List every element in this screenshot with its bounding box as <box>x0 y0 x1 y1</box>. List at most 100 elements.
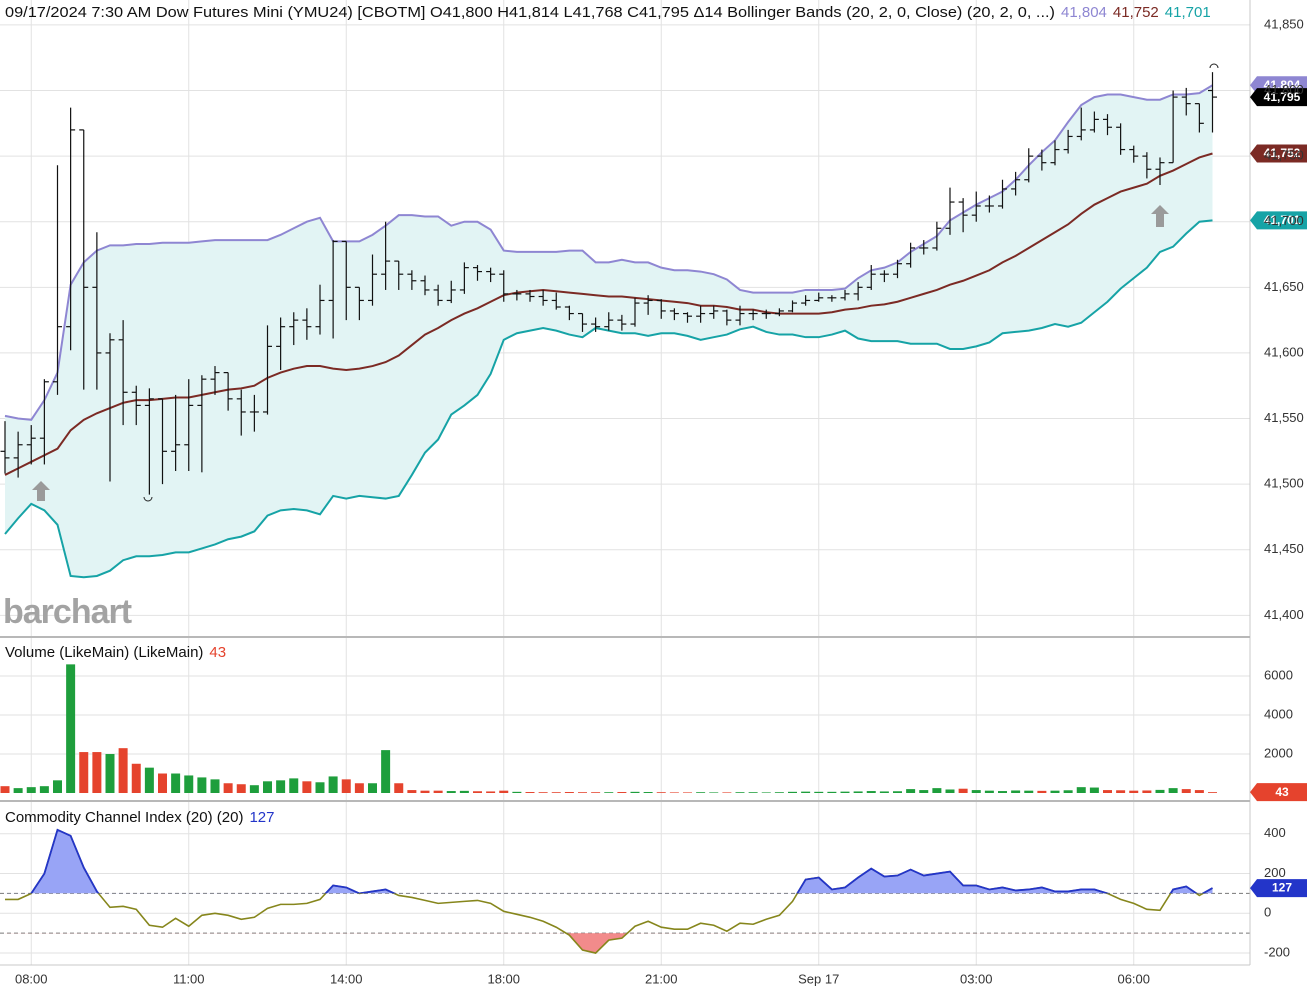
frame-layer <box>0 0 1251 966</box>
y-tick-label: 2000 <box>1264 745 1293 760</box>
cci-overbought-fill <box>31 829 1213 894</box>
title-text: Commodity Channel Index (20) (20) <box>5 809 243 826</box>
volume-bar <box>499 790 509 793</box>
volume-bar <box>709 792 719 793</box>
volume-bar <box>945 789 955 793</box>
volume-bar <box>761 792 771 793</box>
volume-bar <box>158 773 167 793</box>
volume-tag-shape <box>1250 783 1307 802</box>
volume-bar <box>879 791 889 793</box>
title-upper-value: 41,804 <box>1061 4 1107 21</box>
y-tick-label: 41,600 <box>1264 344 1304 359</box>
volume-bar <box>1155 789 1165 793</box>
signal-arrow <box>1151 205 1169 227</box>
title-text: 09/17/2024 7:30 AM Dow Futures Mini (YMU… <box>5 4 1055 21</box>
volume-bar <box>407 790 417 793</box>
volume-bar <box>1142 790 1152 793</box>
volume-bar <box>1103 790 1112 793</box>
volume-bar <box>26 787 36 793</box>
volume-bar <box>827 791 837 793</box>
volume-bar <box>1037 790 1047 793</box>
high-marker <box>1209 63 1219 69</box>
band-fill <box>5 85 1213 578</box>
volume-bar <box>735 792 745 793</box>
volume-bar <box>354 783 364 793</box>
volume-bar <box>486 791 496 793</box>
volume-bar <box>525 792 535 793</box>
volume-bar <box>893 791 902 793</box>
volume-bar <box>381 750 391 793</box>
volume-bar <box>512 791 522 793</box>
volume-bar <box>604 792 614 793</box>
volume-bar <box>1116 790 1126 793</box>
volume-bar <box>1024 790 1034 793</box>
title-text: Volume (LikeMain) (LikeMain) <box>5 644 203 661</box>
cci-tag-shape <box>1250 879 1307 898</box>
volume-bar <box>459 790 469 793</box>
cci-overbought-line <box>29 828 1213 894</box>
volume-bar <box>66 664 76 793</box>
volume-bar <box>578 792 587 793</box>
volume-bar <box>144 767 154 793</box>
title-lower-value: 41,701 <box>1165 4 1211 21</box>
volume-bar <box>210 779 220 793</box>
volume-bar <box>368 783 377 793</box>
title-last-value: 127 <box>249 809 274 826</box>
volume-bar <box>433 790 443 793</box>
volume-bar <box>801 791 811 793</box>
x-tick-label: 21:00 <box>645 971 678 986</box>
y-tick-label: 41,500 <box>1264 476 1304 491</box>
volume-bar <box>276 780 286 793</box>
volume-bar <box>617 792 627 793</box>
volume-bar <box>1089 787 1099 793</box>
volume-bar <box>289 778 299 793</box>
volume-bar <box>538 792 548 793</box>
band-line <box>4 84 1214 421</box>
volume-bar <box>840 791 850 793</box>
volume-bar <box>1011 790 1021 793</box>
volume-bar <box>591 792 601 793</box>
y-tick-label: -200 <box>1264 944 1290 959</box>
y-tick-label: 41,750 <box>1264 148 1304 163</box>
x-tick-label: Sep 17 <box>798 971 839 986</box>
y-tick-label: 41,650 <box>1264 279 1304 294</box>
volume-bar <box>223 783 233 793</box>
volume-bar <box>315 782 325 793</box>
volume-bar <box>683 792 692 793</box>
volume-bar <box>643 792 653 793</box>
volume-bar <box>630 791 640 793</box>
volume-bar <box>79 752 89 793</box>
volume-bar <box>249 785 259 793</box>
volume-bar <box>748 792 758 793</box>
volume-bar <box>866 791 876 793</box>
y-tick-label: 400 <box>1264 825 1286 840</box>
x-tick-label: 18:00 <box>487 971 520 986</box>
y-tick-label: 41,850 <box>1264 16 1304 31</box>
y-tick-label: 41,700 <box>1264 213 1304 228</box>
volume-bar <box>774 792 784 793</box>
price-tag-shape <box>1250 211 1307 230</box>
main-title: 09/17/2024 7:30 AM Dow Futures Mini (YMU… <box>5 4 1211 21</box>
volume-bar <box>236 784 246 793</box>
low-marker <box>143 496 153 502</box>
volume-bar <box>184 775 194 793</box>
volume-bar <box>118 748 128 793</box>
volume-bar <box>958 788 968 793</box>
close-tag-label: 41,795 <box>1264 90 1301 104</box>
volume-tag-label: 43 <box>1275 785 1289 799</box>
volume-bar <box>446 791 456 793</box>
y-tick-label: 41,550 <box>1264 410 1304 425</box>
y-tick-label: 41,400 <box>1264 607 1304 622</box>
price-tag-shape <box>1250 144 1307 163</box>
volume-bar <box>1076 787 1086 793</box>
price-tag-label: 41,752 <box>1264 146 1301 160</box>
volume-bar <box>919 790 929 793</box>
volume-bar <box>197 777 207 793</box>
title-middle-value: 41,752 <box>1113 4 1159 21</box>
volume-bar <box>92 752 102 793</box>
volume-bar <box>394 783 404 793</box>
price-tag-label: 41,701 <box>1264 213 1301 227</box>
watermark: barchart <box>3 593 132 631</box>
band-line <box>4 152 1213 476</box>
